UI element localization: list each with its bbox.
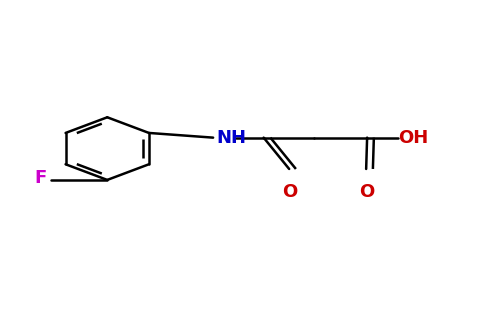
Text: O: O xyxy=(360,184,375,202)
Text: NH: NH xyxy=(216,129,246,147)
Text: F: F xyxy=(35,169,47,187)
Text: OH: OH xyxy=(398,129,428,147)
Text: O: O xyxy=(283,184,298,202)
